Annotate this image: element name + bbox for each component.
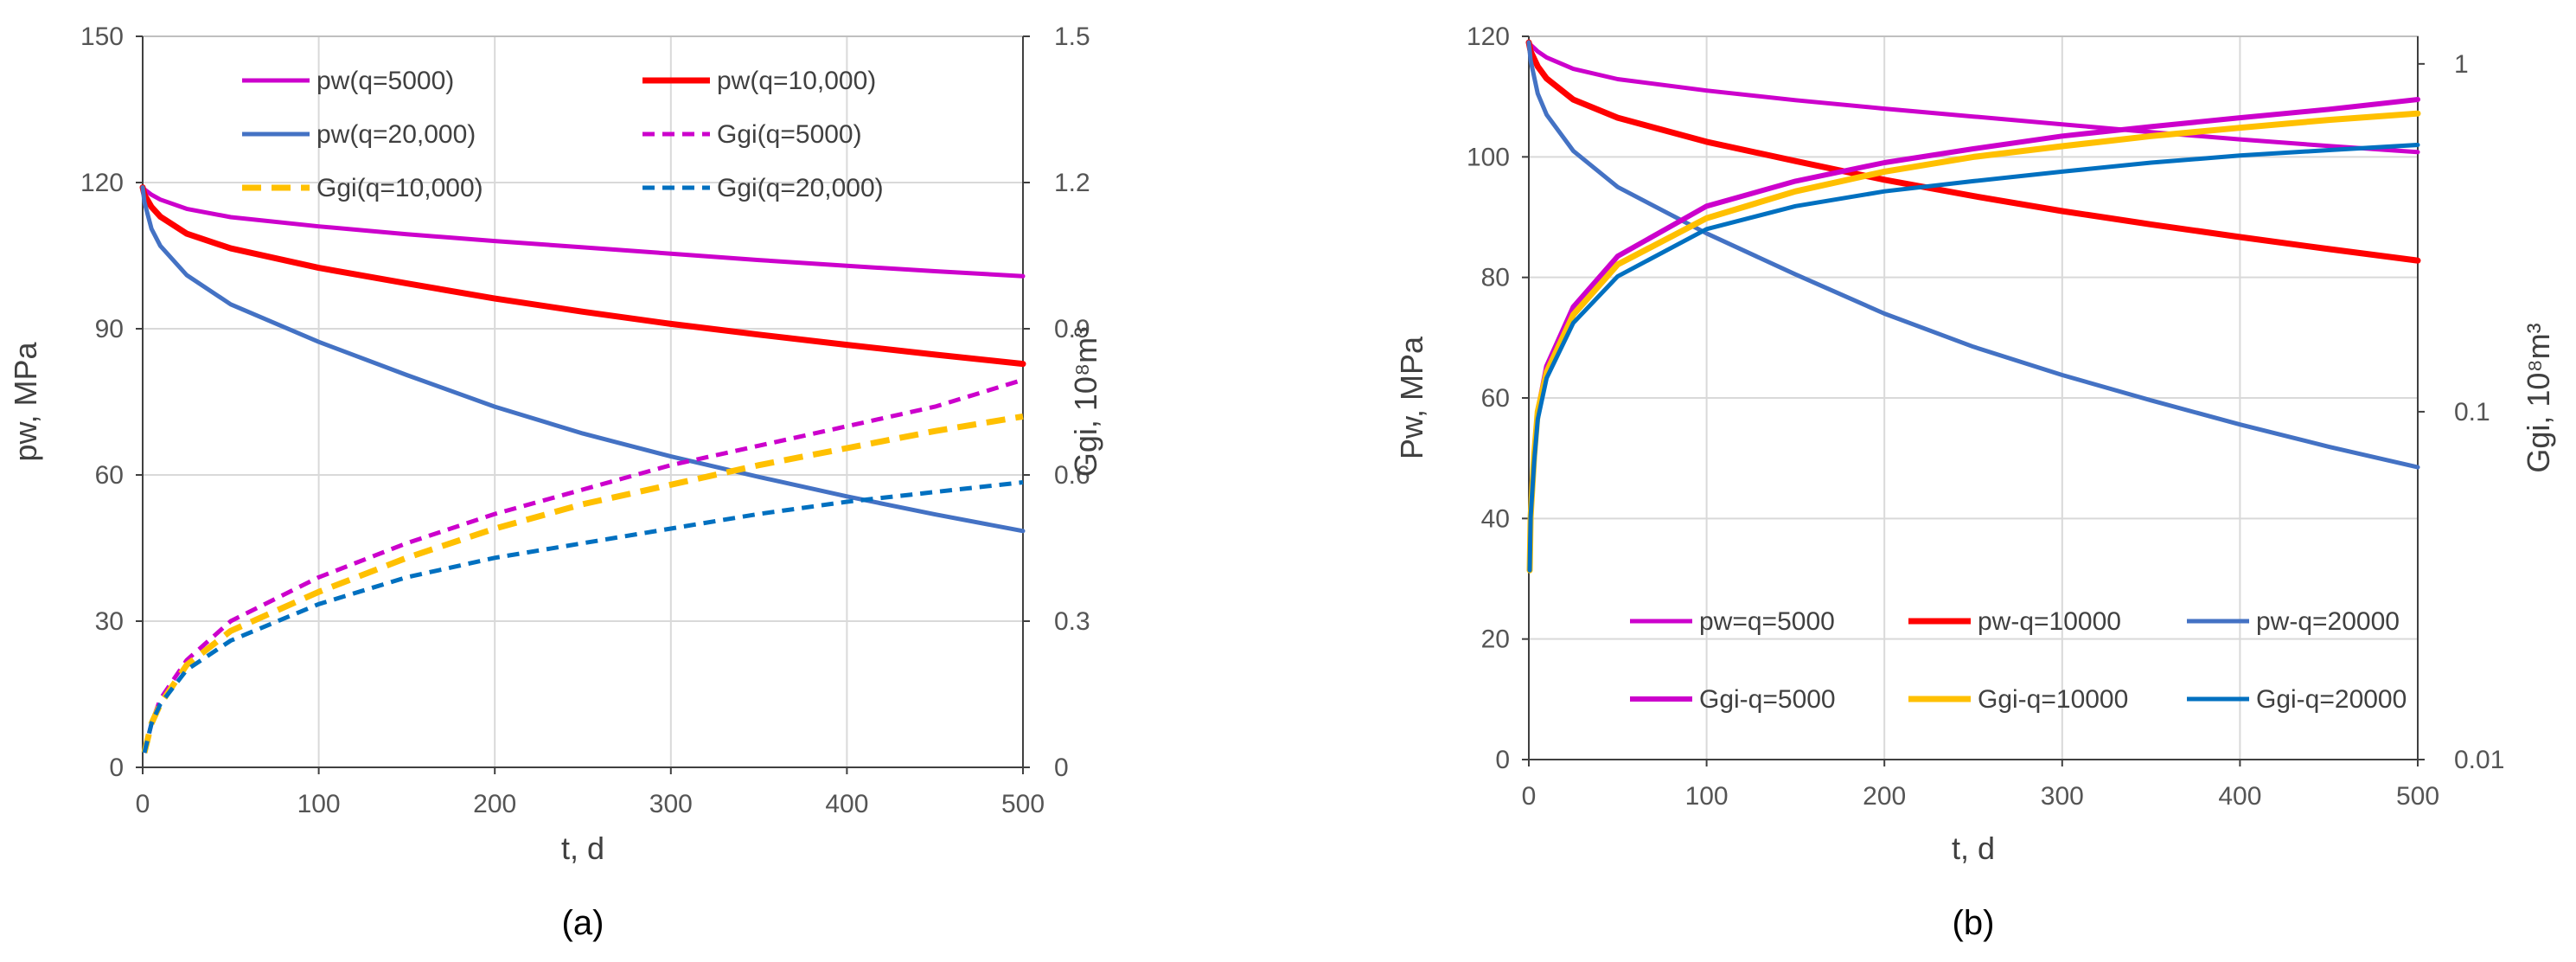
legend-label: Ggi-q=10000 <box>1978 685 2128 714</box>
legend-label: pw-q=10000 <box>1978 607 2121 636</box>
y-tick-label: 20 <box>1481 625 1510 654</box>
y-tick-label: 0 <box>109 754 124 782</box>
series-line-ggi-q-10-000 <box>141 413 1024 754</box>
plot-area-frame <box>142 35 1024 768</box>
y-axis-title: pw, MPa <box>8 341 43 461</box>
chart-panel-b: 0 100 200 300 400 500 0 20 40 60 80 100 120 0.01 0.1 1 t… <box>1394 22 2556 942</box>
series-line-pw-q-20000 <box>1526 40 2420 470</box>
y-tick-label: 100 <box>1467 143 1510 171</box>
chart-panel-a: 0 100 200 300 400 500 0 30 60 90 120 150 0 0.3 0.6 0.9 1… <box>8 22 1103 942</box>
legend-label: Ggi(q=5000) <box>717 120 862 149</box>
y2-tick-label: 1.2 <box>1054 169 1090 197</box>
x-tick-label: 0 <box>136 790 150 818</box>
y-tick-label: 120 <box>1467 22 1510 51</box>
x-tick-label: 500 <box>2396 782 2439 811</box>
x-tick-label: 300 <box>2041 782 2084 811</box>
y2-axis-title: Ggi, 10⁸m³ <box>1068 327 1103 477</box>
series-line-pw-q-10000 <box>1525 39 2421 264</box>
legend-label: pw=q=5000 <box>1699 607 1835 636</box>
x-tick-label: 100 <box>1685 782 1729 811</box>
y-tick-label: 120 <box>80 169 124 197</box>
x-tick-label: 200 <box>473 790 516 818</box>
legend-label: pw(q=10,000) <box>717 67 876 95</box>
x-tick-label: 500 <box>1001 790 1045 818</box>
y-tick-label: 60 <box>95 461 124 490</box>
series-line-pw-q-10-000 <box>139 184 1026 368</box>
panel-label: (a) <box>562 904 604 942</box>
x-tick-label: 0 <box>1522 782 1537 811</box>
y-tick-label: 90 <box>95 315 124 343</box>
series-line-pw-q-20-000 <box>140 185 1026 534</box>
x-tick-label: 400 <box>2218 782 2261 811</box>
y2-tick-label: 1 <box>2454 50 2469 79</box>
y-tick-label: 80 <box>1481 264 1510 292</box>
x-tick-label: 200 <box>1863 782 1906 811</box>
x-tick-label: 100 <box>297 790 341 818</box>
y-tick-label: 40 <box>1481 504 1510 533</box>
x-axis-title: t, d <box>1952 831 1995 866</box>
legend: pw=q=5000 pw-q=10000 pw-q=20000 Ggi-q=5000 G… <box>1630 607 2407 714</box>
legend-label: pw-q=20000 <box>2256 607 2400 636</box>
y-tick-label: 150 <box>80 22 124 51</box>
legend-label: pw(q=20,000) <box>316 120 476 149</box>
series-line-ggi-q-20-000 <box>142 480 1024 754</box>
y2-tick-label: 0.1 <box>2454 398 2490 426</box>
y2-tick-label: 0.3 <box>1054 607 1090 636</box>
y2-tick-label: 0.01 <box>2454 746 2504 774</box>
x-axis-title: t, d <box>561 831 604 866</box>
series-line-ggi-q-5000 <box>1527 97 2420 574</box>
y-axis-title: Pw, MPa <box>1394 336 1429 459</box>
series-line-ggi-q-20000 <box>1527 143 2420 573</box>
x-tick-label: 300 <box>649 790 693 818</box>
panel-label: (b) <box>1953 904 1995 942</box>
y2-axis-title: Ggi, 10⁸m³ <box>2521 323 2556 472</box>
y2-tick-label: 0 <box>1054 754 1069 782</box>
y-tick-label: 60 <box>1481 384 1510 413</box>
legend-label: Ggi-q=20000 <box>2256 685 2407 714</box>
legend-label: Ggi-q=5000 <box>1699 685 1836 714</box>
x-tick-label: 400 <box>825 790 868 818</box>
y2-tick-label: 0.6 <box>1054 461 1090 490</box>
legend: pw(q=5000) pw(q=10,000) pw(q=20,000) Ggi(q=… <box>242 67 884 202</box>
series-line-pw-q-5000 <box>1526 40 2420 155</box>
y2-tick-label: 1.5 <box>1054 22 1090 51</box>
legend-label: Ggi(q=20,000) <box>717 174 884 202</box>
legend-label: Ggi(q=10,000) <box>316 174 483 202</box>
y2-tick-label: 0.9 <box>1054 315 1090 343</box>
series-line-pw-q-5000 <box>140 185 1026 279</box>
y-tick-label: 30 <box>95 607 124 636</box>
legend-label: pw(q=5000) <box>316 67 454 95</box>
y-tick-label: 0 <box>1495 746 1510 774</box>
